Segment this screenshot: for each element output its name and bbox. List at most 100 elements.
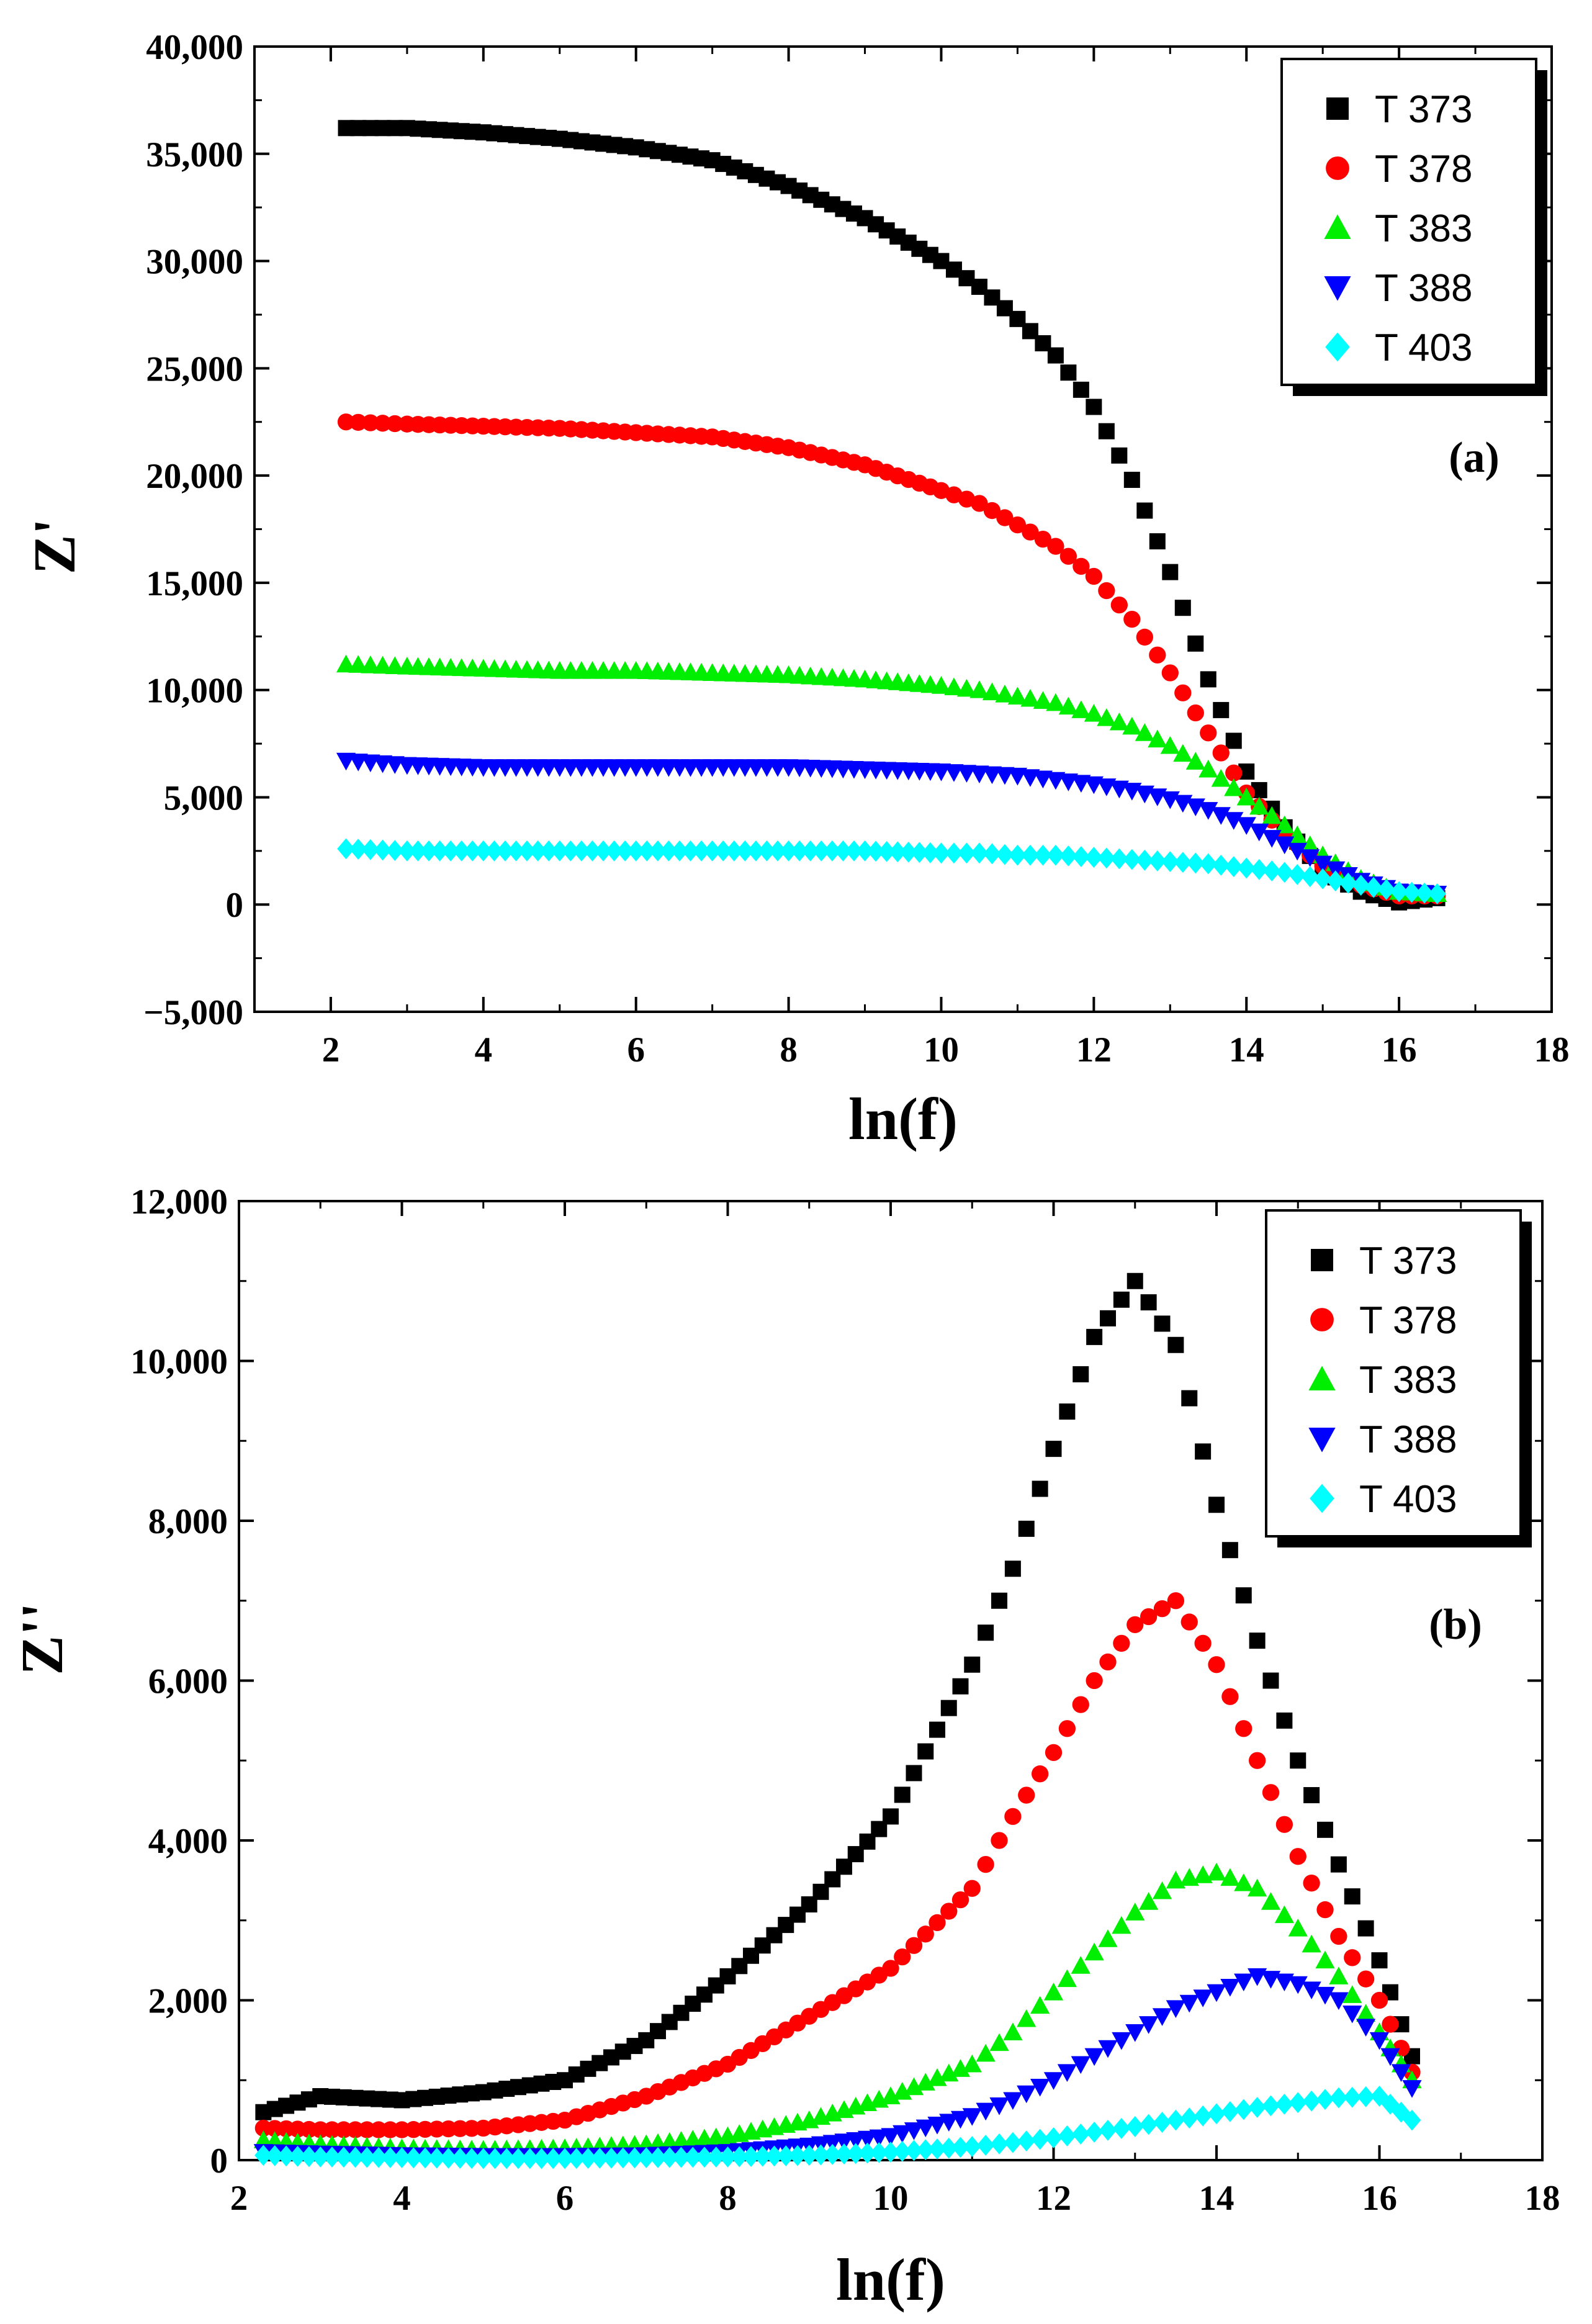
data-point (742, 2146, 760, 2168)
data-point (1207, 2103, 1226, 2125)
data-point (1316, 2089, 1334, 2110)
data-point (1059, 547, 1077, 565)
data-point (1415, 882, 1434, 904)
data-point (583, 840, 601, 862)
data-point (254, 2145, 272, 2166)
data-point (962, 2108, 982, 2126)
data-point (1225, 732, 1242, 749)
data-point (374, 839, 392, 861)
data-point (932, 482, 950, 499)
data-point (1140, 1608, 1158, 1626)
data-point (1275, 2093, 1293, 2115)
data-point (1262, 1784, 1280, 1801)
data-point (931, 676, 951, 694)
x-tick-label: 2 (230, 2179, 248, 2218)
data-point (1371, 1952, 1388, 1969)
data-point (1174, 600, 1191, 616)
data-point (1402, 2080, 1422, 2098)
data-point (1017, 2130, 1036, 2151)
data-point (1167, 1336, 1184, 1353)
data-point (349, 413, 367, 431)
data-point (1086, 1672, 1103, 1690)
data-point (1018, 1786, 1035, 1804)
data-point (1047, 538, 1064, 555)
data-point (870, 2142, 888, 2163)
data-point (441, 840, 460, 862)
data-point (1148, 850, 1167, 872)
legend-marker (1310, 1484, 1334, 1513)
data-point (1086, 1328, 1103, 1345)
data-point (1344, 1949, 1361, 1966)
data-point (1207, 1862, 1226, 1881)
data-point (835, 2143, 853, 2164)
data-point (1315, 1950, 1335, 1969)
data-point (1186, 852, 1205, 874)
x-tick-label: 8 (719, 2179, 737, 2218)
legend: T 373 T 378 T 383 T 388 T 403 (1265, 1209, 1532, 1547)
data-point (1113, 1634, 1130, 1652)
data-point (266, 2145, 284, 2166)
data-point (845, 840, 863, 862)
data-point (1235, 1720, 1252, 1737)
data-point (695, 2146, 714, 2168)
data-point (404, 2147, 423, 2169)
data-point (950, 2110, 971, 2129)
data-point (649, 2147, 667, 2168)
x-tick-label: 16 (1362, 2179, 1397, 2218)
data-point (1391, 2064, 1411, 2082)
data-point (1071, 700, 1091, 718)
y-tick-label: 15,000 (146, 564, 243, 603)
data-point (812, 2144, 830, 2166)
data-point (346, 2146, 364, 2168)
data-point (1390, 881, 1408, 903)
data-point (917, 1743, 934, 1760)
x-tick-label: 16 (1382, 1030, 1417, 1070)
data-point (1030, 1996, 1050, 2014)
data-point (747, 840, 765, 862)
data-point (1047, 347, 1064, 364)
y-tick-label: 2,000 (148, 1982, 228, 2021)
data-point (1220, 1868, 1240, 1886)
data-point (683, 2146, 702, 2168)
data-point (1262, 2095, 1280, 2117)
data-point (1139, 2016, 1159, 2034)
data-point (881, 2086, 901, 2104)
data-point (416, 2147, 434, 2169)
data-point (1329, 1966, 1349, 1984)
legend-entry: T 388 (1375, 267, 1472, 310)
data-point (533, 2148, 551, 2169)
data-point (1153, 1600, 1171, 1618)
data-point (1356, 2004, 1376, 2022)
data-point (995, 684, 1015, 703)
data-point (567, 2148, 586, 2169)
data-point (1109, 712, 1129, 731)
data-point (1261, 1971, 1281, 1989)
data-point (1302, 2090, 1321, 2112)
data-point (1288, 1976, 1308, 1994)
y-tick-label: 0 (226, 886, 244, 925)
data-point (881, 2128, 901, 2146)
data-point (521, 2148, 539, 2169)
series-t-403 (254, 2086, 1421, 2169)
data-point (940, 2137, 958, 2159)
data-point (1099, 2120, 1117, 2141)
data-point (1161, 664, 1179, 682)
data-point (1009, 844, 1027, 866)
x-tick-label: 10 (873, 2179, 909, 2218)
data-point (939, 2063, 959, 2082)
data-point (1339, 872, 1357, 894)
y-tick-label: 30,000 (146, 243, 243, 282)
data-point (1288, 2092, 1307, 2114)
data-point (1370, 1991, 1388, 2009)
data-point (894, 1948, 911, 1966)
legend-entry: T 388 (1359, 1418, 1457, 1461)
data-point (758, 840, 776, 862)
legend-marker (1324, 214, 1351, 239)
data-point (385, 656, 405, 674)
data-point (323, 2146, 341, 2168)
data-point (398, 840, 416, 862)
data-point (958, 842, 976, 864)
data-point (978, 1624, 994, 1641)
data-point (1072, 846, 1091, 867)
